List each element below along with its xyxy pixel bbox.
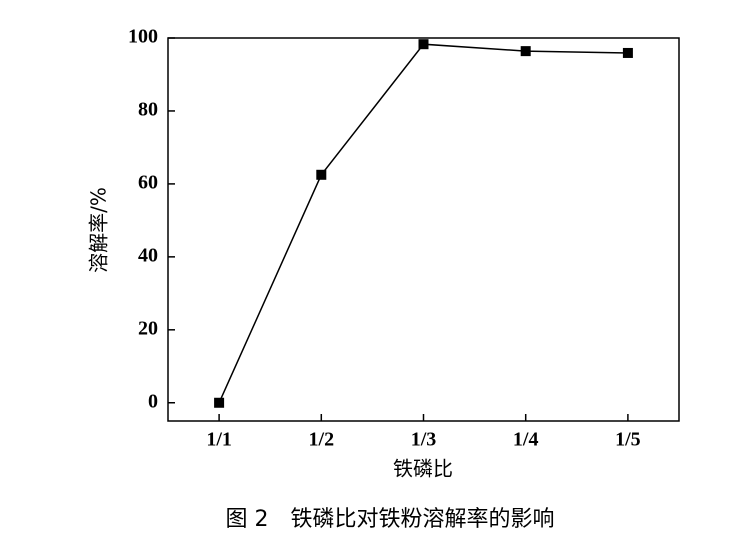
- x-tick-label: 1/4: [513, 429, 539, 451]
- y-axis-label: 溶解率/%: [87, 187, 111, 273]
- y-tick-label: 40: [138, 244, 158, 266]
- x-tick-label: 1/3: [411, 429, 437, 451]
- plot-frame: [167, 37, 680, 422]
- data-point: [520, 46, 531, 57]
- x-tick-label: 1/1: [206, 429, 232, 451]
- y-tick-label: 20: [138, 317, 158, 339]
- y-tick-label: 80: [138, 99, 158, 121]
- y-tick-label: 100: [128, 26, 158, 48]
- data-point: [418, 39, 429, 50]
- y-tick-label: 60: [138, 171, 158, 193]
- data-point: [622, 47, 633, 58]
- x-tick-label: 1/2: [309, 429, 335, 451]
- y-tick-label: 0: [148, 390, 158, 412]
- x-axis-label: 铁磷比: [393, 457, 453, 481]
- data-point: [214, 397, 225, 408]
- x-tick-label: 1/5: [615, 429, 641, 451]
- data-point: [316, 169, 327, 180]
- chart-title: 图 2 铁磷比对铁粉溶解率的影响: [226, 507, 555, 532]
- data-line: [218, 43, 628, 404]
